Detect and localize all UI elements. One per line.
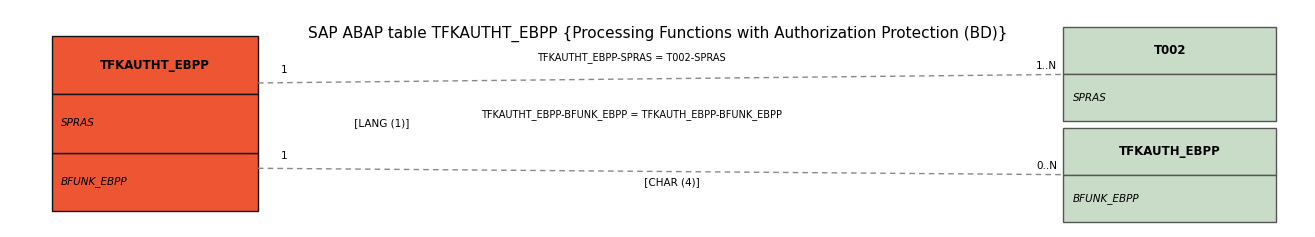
Text: 0..N: 0..N — [1036, 161, 1057, 171]
Text: [LANG (1)]: [LANG (1)] — [351, 118, 409, 128]
Text: 1..N: 1..N — [1036, 61, 1057, 71]
Bar — [1064, 74, 1276, 121]
Text: TFKAUTHT_EBPP-BFUNK_EBPP = TFKAUTH_EBPP-BFUNK_EBPP: TFKAUTHT_EBPP-BFUNK_EBPP = TFKAUTH_EBPP-… — [481, 109, 782, 120]
Text: SAP ABAP table TFKAUTHT_EBPP {Processing Functions with Authorization Protection: SAP ABAP table TFKAUTHT_EBPP {Processing… — [308, 25, 1007, 41]
Text: TFKAUTHT_EBPP-SPRAS = T002-SPRAS: TFKAUTHT_EBPP-SPRAS = T002-SPRAS — [538, 52, 726, 63]
Text: 1: 1 — [281, 65, 288, 75]
Bar — [1064, 128, 1276, 175]
Text: SPRAS: SPRAS — [1073, 93, 1106, 103]
Text: T002: T002 — [1153, 45, 1186, 57]
Bar — [51, 94, 258, 153]
Bar — [1064, 175, 1276, 222]
Text: [CHAR (4)]: [CHAR (4)] — [640, 177, 700, 187]
Text: SPRAS: SPRAS — [60, 118, 95, 128]
Text: BFUNK_EBPP: BFUNK_EBPP — [1073, 193, 1139, 204]
Bar — [1064, 27, 1276, 74]
Bar — [51, 153, 258, 211]
Text: BFUNK_EBPP: BFUNK_EBPP — [60, 176, 128, 187]
Text: TFKAUTHT_EBPP: TFKAUTHT_EBPP — [100, 59, 210, 72]
Text: 1: 1 — [281, 151, 288, 161]
Text: TFKAUTH_EBPP: TFKAUTH_EBPP — [1119, 145, 1220, 158]
Bar — [51, 36, 258, 94]
